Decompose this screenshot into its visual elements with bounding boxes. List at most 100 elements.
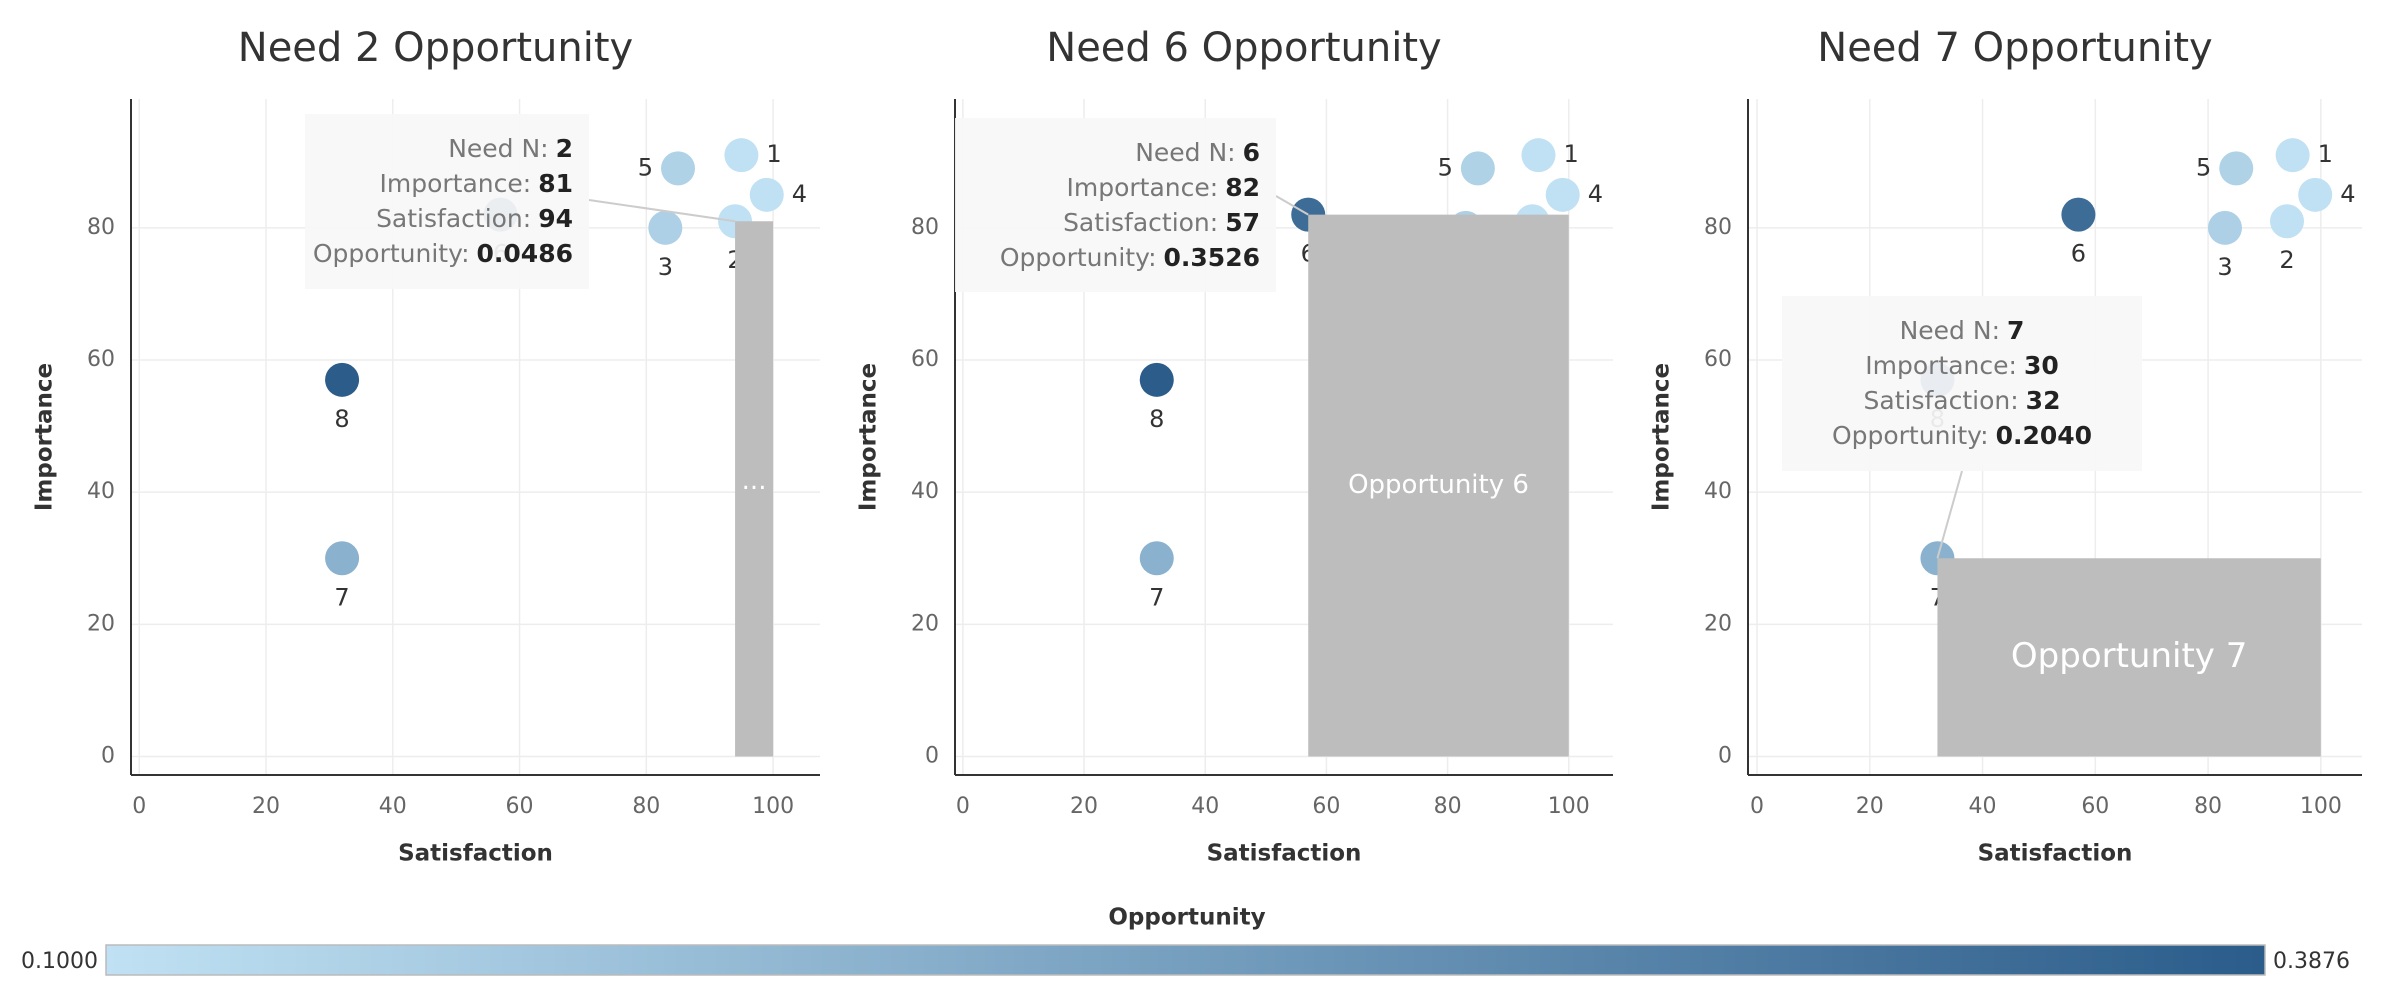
tooltip-value: 0.0486	[477, 239, 573, 268]
point-label: 4	[2340, 180, 2355, 208]
x-axis-title: Satisfaction	[1978, 841, 2133, 867]
opportunity-area	[1937, 558, 2321, 757]
y-axis-title: Importance	[32, 363, 58, 511]
opportunity-label: ···	[742, 473, 767, 503]
point-label: 5	[2196, 153, 2211, 181]
tooltip-key: Need N:	[448, 134, 548, 163]
chart-title: Need 2 Opportunity	[238, 25, 633, 71]
tooltip-key: Need N:	[1135, 138, 1235, 167]
opportunity-label: Opportunity 6	[1348, 470, 1529, 500]
tooltip-key: Opportunity:	[1832, 421, 1989, 450]
data-point	[325, 362, 360, 397]
x-tick-label: 80	[632, 794, 660, 819]
y-tick-label: 60	[911, 347, 939, 372]
data-point	[325, 541, 360, 576]
legend-min-label: 0.1000	[21, 949, 98, 974]
tooltip-row: Importance: 81	[380, 169, 573, 198]
y-tick-label: 20	[87, 611, 115, 636]
x-tick-label: 0	[132, 794, 146, 819]
tooltip-value: 0.3526	[1164, 243, 1260, 272]
y-tick-label: 80	[911, 215, 939, 240]
point-label: 6	[2071, 240, 2086, 268]
tooltip-value: 7	[2007, 316, 2024, 345]
x-tick-label: 100	[2300, 794, 2342, 819]
opportunity-area	[1308, 214, 1569, 757]
y-tick-label: 80	[1704, 215, 1732, 240]
opportunity-label: Opportunity 7	[2011, 636, 2247, 676]
y-tick-label: 40	[87, 479, 115, 504]
y-tick-label: 0	[1718, 743, 1732, 768]
chart-panel: Need 2 Opportunity 0 20 40 60 80 0 20 40 60 80 100 S…	[32, 25, 820, 867]
chart-panel: Need 6 Opportunity 0 20 40 60 80 0 20 40 60 80 100 S…	[856, 25, 1613, 867]
x-tick-label: 0	[956, 794, 970, 819]
tooltip-row: Opportunity: 0.2040	[1832, 421, 2092, 450]
x-tick-label: 60	[2081, 794, 2109, 819]
x-tick-label: 40	[1191, 794, 1219, 819]
data-point	[648, 210, 683, 245]
tooltip-value: 30	[2024, 351, 2059, 380]
tooltip-key: Importance:	[1067, 173, 1219, 202]
x-tick-label: 0	[1750, 794, 1764, 819]
tooltip-value: 6	[1243, 138, 1260, 167]
x-axis-title: Satisfaction	[1207, 841, 1362, 867]
tooltip-key: Importance:	[1865, 351, 2017, 380]
x-axis-title: Satisfaction	[398, 841, 553, 867]
x-tick-label: 100	[1548, 794, 1590, 819]
point-label: 4	[792, 180, 807, 208]
x-tick-label: 20	[1070, 794, 1098, 819]
point-label: 1	[1563, 140, 1578, 168]
x-tick-label: 20	[252, 794, 280, 819]
data-point	[1460, 151, 1495, 186]
tooltip-value: 57	[1225, 208, 1260, 237]
data-point	[724, 138, 759, 173]
data-point	[1521, 138, 1556, 173]
chart-panel: Need 7 Opportunity 0 20 40 60 80 0 20 40 60 80 100 S…	[1649, 25, 2362, 867]
tooltip-leader	[588, 199, 736, 223]
y-tick-label: 20	[1704, 611, 1732, 636]
x-tick-label: 40	[379, 794, 407, 819]
tooltip-key: Importance:	[380, 169, 532, 198]
data-point	[2298, 177, 2333, 212]
point-label: 5	[1438, 153, 1453, 181]
data-point	[2207, 210, 2242, 245]
point-label: 8	[334, 405, 349, 433]
point-label: 7	[1149, 583, 1164, 611]
tooltip-key: Satisfaction:	[1864, 386, 2019, 415]
x-tick-label: 60	[1312, 794, 1340, 819]
tooltip-key: Need N:	[1900, 316, 2000, 345]
tooltip-value: 0.2040	[1996, 421, 2092, 450]
tooltip-value: 32	[2026, 386, 2061, 415]
y-tick-label: 60	[1704, 347, 1732, 372]
tooltip-key: Opportunity:	[1000, 243, 1157, 272]
y-tick-label: 80	[87, 215, 115, 240]
tooltip-row: Opportunity: 0.3526	[1000, 243, 1260, 272]
x-tick-label: 80	[2194, 794, 2222, 819]
data-point	[2270, 204, 2305, 239]
tooltip-key: Opportunity:	[313, 239, 470, 268]
tooltip-key: Satisfaction:	[376, 204, 531, 233]
x-tick-label: 100	[752, 794, 794, 819]
x-tick-label: 60	[506, 794, 534, 819]
tooltip-row: Importance: 30	[1865, 351, 2058, 380]
point-label: 8	[1149, 405, 1164, 433]
x-tick-label: 40	[1969, 794, 1997, 819]
data-point	[2219, 151, 2254, 186]
tooltip-leader	[1275, 195, 1309, 216]
x-tick-label: 20	[1856, 794, 1884, 819]
chart-title: Need 7 Opportunity	[1817, 25, 2212, 71]
opportunity-area	[735, 221, 774, 757]
tooltip-row: Importance: 82	[1067, 173, 1260, 202]
data-point	[661, 151, 696, 186]
tooltip-row: Need N: 6	[1135, 138, 1260, 167]
tooltip	[305, 114, 589, 289]
point-label: 3	[658, 253, 673, 281]
y-tick-label: 40	[1704, 479, 1732, 504]
point-label: 4	[1588, 180, 1603, 208]
tooltip-value: 94	[538, 204, 573, 233]
tooltip-value: 81	[538, 169, 573, 198]
tooltip-leader	[1936, 470, 1963, 559]
data-point	[1545, 177, 1580, 212]
tooltip	[1782, 296, 2142, 471]
data-point	[2275, 138, 2310, 173]
